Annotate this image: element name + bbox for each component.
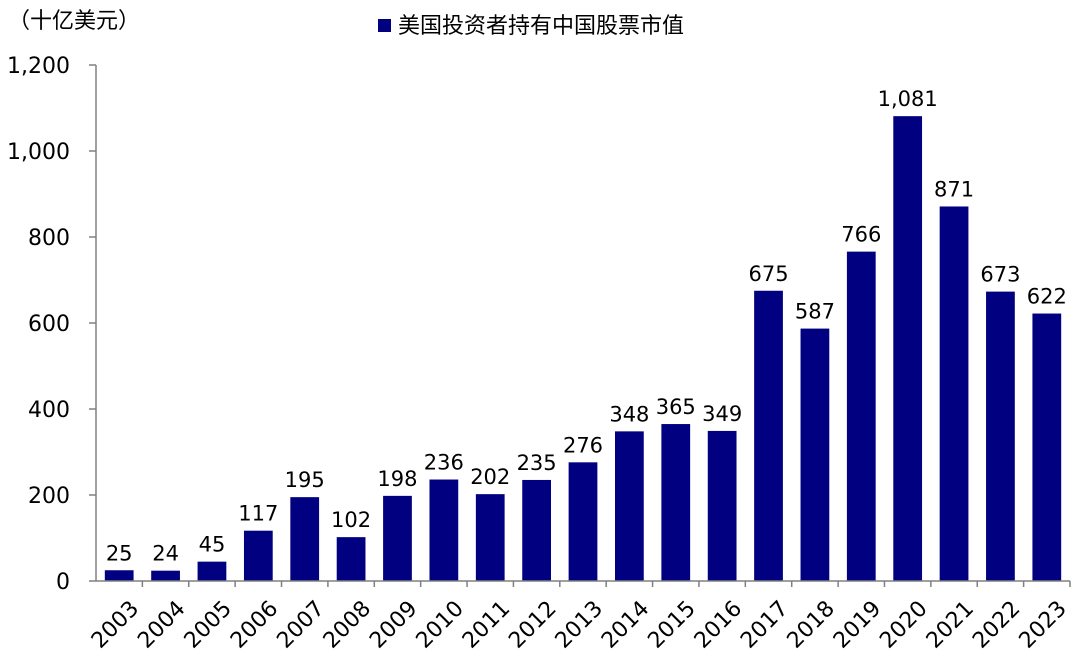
bar	[1032, 313, 1062, 581]
x-tick-label: 2015	[643, 596, 700, 653]
y-tick-label: 200	[28, 484, 70, 509]
data-label: 1,081	[878, 87, 938, 111]
bar	[383, 495, 412, 581]
bar	[522, 479, 551, 581]
data-label: 45	[199, 533, 226, 557]
x-tick-label: 2020	[875, 596, 932, 653]
bar	[986, 291, 1015, 581]
bar	[197, 561, 227, 581]
x-tick-label: 2009	[365, 596, 422, 653]
bar	[939, 206, 969, 581]
data-label: 673	[980, 263, 1020, 287]
data-label: 236	[424, 451, 464, 475]
bar	[429, 479, 459, 581]
data-label: 202	[470, 465, 510, 489]
bars	[104, 116, 1062, 582]
bar	[475, 494, 505, 581]
data-label: 195	[285, 468, 325, 492]
data-label: 349	[702, 402, 742, 426]
data-label: 675	[748, 262, 788, 286]
bar	[707, 430, 737, 581]
y-tick-label: 600	[28, 312, 70, 337]
x-tick-label: 2010	[412, 596, 469, 653]
x-tick-label: 2011	[458, 596, 515, 653]
bar	[661, 424, 691, 581]
data-label: 766	[841, 223, 881, 247]
bar	[754, 290, 783, 581]
data-label: 871	[934, 177, 974, 201]
x-tick-label: 2016	[690, 596, 747, 653]
legend-label: 美国投资者持有中国股票市值	[398, 14, 684, 39]
x-tick-label: 2018	[783, 596, 840, 653]
legend: 美国投资者持有中国股票市值	[378, 14, 684, 39]
x-tick-label: 2021	[922, 596, 979, 653]
bar	[893, 116, 923, 582]
y-tick-label: 800	[28, 226, 70, 251]
bar	[846, 251, 876, 581]
x-tick-label: 2017	[736, 596, 793, 653]
x-tick-label: 2007	[272, 596, 329, 653]
x-tick-label: 2006	[226, 596, 283, 653]
x-tick-label: 2012	[504, 596, 561, 653]
y-tick-label: 1,000	[7, 140, 70, 165]
x-tick-label: 2019	[829, 596, 886, 653]
bar	[800, 328, 830, 581]
legend-swatch	[378, 19, 391, 32]
bar	[104, 570, 134, 581]
y-axis-unit-label: （十亿美元）	[8, 9, 140, 34]
x-tick-label: 2004	[133, 596, 190, 653]
bar	[615, 431, 644, 581]
y-tick-label: 1,200	[7, 54, 70, 79]
y-tick-label: 400	[28, 398, 70, 423]
bar	[290, 497, 320, 581]
bar	[568, 462, 598, 581]
data-label: 198	[377, 467, 417, 491]
x-tick-label: 2008	[319, 596, 376, 653]
data-label: 622	[1027, 285, 1067, 309]
data-label: 24	[152, 542, 179, 566]
x-tick-label: 2023	[1015, 596, 1072, 653]
x-tick-label: 2022	[968, 596, 1025, 653]
bar	[151, 570, 180, 581]
data-label: 235	[517, 451, 557, 475]
bar	[336, 537, 366, 581]
data-label: 25	[106, 541, 133, 565]
bar	[243, 530, 273, 581]
data-label: 587	[795, 300, 835, 324]
data-label: 102	[331, 508, 371, 532]
x-axis: 2003200420052006200720082009201020112012…	[87, 580, 1072, 654]
y-tick-label: 0	[56, 570, 70, 595]
data-label: 365	[656, 395, 696, 419]
x-tick-label: 2014	[597, 596, 654, 653]
x-tick-label: 2003	[87, 596, 144, 653]
data-label: 117	[238, 502, 278, 526]
x-tick-label: 2005	[180, 596, 237, 653]
x-tick-label: 2013	[551, 596, 608, 653]
data-label: 348	[609, 402, 649, 426]
data-label: 276	[563, 433, 603, 457]
y-axis: 0 200 400 600 800 1,000 1,200	[7, 54, 97, 595]
